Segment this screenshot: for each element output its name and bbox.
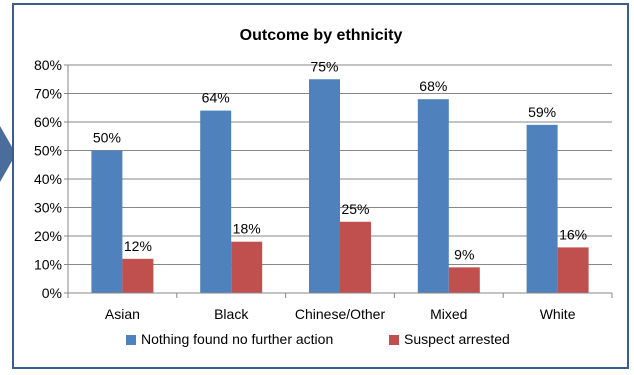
chart-container: Outcome by ethnicity 0% 10% 20% 30% 40% 50% 60… — [12, 3, 629, 369]
x-axis-tick-labels: Asian Black Chinese/Other Mixed White — [105, 306, 576, 322]
y-tick-label: 50% — [34, 143, 62, 159]
bar — [417, 99, 449, 293]
data-label: 59% — [528, 104, 556, 120]
y-tick-label: 10% — [34, 257, 62, 273]
y-tick-label: 0% — [42, 285, 62, 301]
x-tick-label: Chinese/Other — [295, 306, 386, 322]
data-label: 50% — [93, 130, 121, 146]
legend-swatch — [389, 335, 399, 345]
bar — [122, 258, 154, 293]
legend-label: Nothing found no further action — [141, 331, 333, 347]
x-tick-label: Mixed — [430, 306, 467, 322]
data-label: 9% — [454, 246, 474, 262]
bar-chart: Outcome by ethnicity 0% 10% 20% 30% 40% 50% 60… — [34, 27, 613, 347]
y-tick-label: 70% — [34, 86, 62, 102]
axes — [64, 64, 613, 298]
x-tick-label: White — [540, 306, 576, 322]
legend-swatch — [126, 335, 136, 345]
data-label: 12% — [124, 238, 152, 254]
bar — [309, 79, 340, 293]
bar — [91, 150, 123, 293]
y-tick-label: 30% — [34, 200, 62, 216]
bar — [557, 247, 589, 293]
bar — [340, 221, 371, 293]
data-label: 68% — [419, 78, 447, 94]
y-tick-label: 80% — [34, 57, 62, 73]
y-tick-label: 40% — [34, 171, 62, 187]
bar — [200, 110, 232, 293]
data-labels: 50% 12% 64% 18% 75% 25% 68% 9% 59% 16% — [93, 58, 587, 262]
y-tick-label: 60% — [34, 114, 62, 130]
data-label: 75% — [310, 58, 338, 74]
x-tick-label: Asian — [105, 306, 140, 322]
bar — [231, 241, 263, 293]
data-label: 16% — [559, 226, 587, 242]
bar — [448, 267, 480, 293]
y-tick-label: 20% — [34, 228, 62, 244]
x-tick-label: Black — [214, 306, 249, 322]
legend: Nothing found no further action Suspect a… — [126, 331, 510, 347]
chart-title: Outcome by ethnicity — [240, 27, 403, 44]
bar — [526, 124, 558, 293]
data-label: 18% — [233, 221, 261, 237]
y-axis-tick-labels: 0% 10% 20% 30% 40% 50% 60% 70% 80% — [34, 57, 62, 301]
bars — [91, 79, 589, 293]
legend-label: Suspect arrested — [404, 331, 510, 347]
data-label: 64% — [202, 90, 230, 106]
data-label: 25% — [341, 201, 369, 217]
